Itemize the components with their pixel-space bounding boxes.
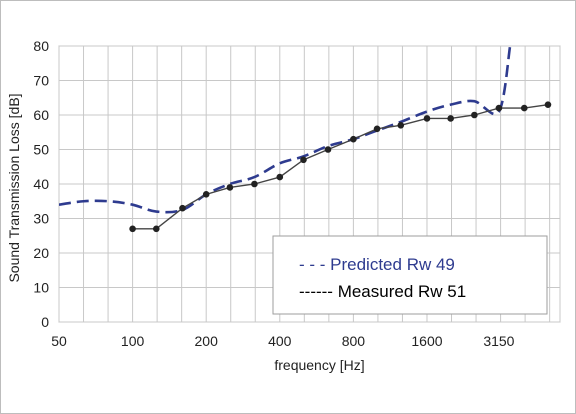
data-point-measured [129,225,136,233]
data-point-measured [471,111,478,119]
x-tick-label: 200 [195,333,219,349]
data-point-measured [350,135,357,143]
x-tick-label: 3150 [483,333,514,349]
y-tick-label: 20 [33,245,49,261]
y-tick-label: 80 [33,38,49,54]
y-tick-label: 0 [41,314,49,330]
x-tick-label: 100 [121,333,145,349]
data-point-measured [373,125,381,133]
data-point-measured [397,122,405,129]
x-tick-label: 50 [51,333,67,349]
y-tick-label: 70 [33,73,49,89]
data-point-measured [520,104,528,112]
series-lines [59,46,552,233]
y-tick-label: 10 [33,280,49,296]
x-tick-label: 800 [342,333,366,349]
x-axis-title: frequency [Hz] [274,357,364,373]
series-line-predicted [59,46,512,214]
x-tick-label: 1600 [411,333,442,349]
legend-box [272,235,548,315]
x-axis-ticks: 50 100 200 400 800 1600 3150 [51,333,514,349]
data-point-measured [544,101,552,108]
data-point-measured [324,146,332,153]
legend-item-predicted: - - - Predicted Rw 49 [299,255,455,274]
y-axis-ticks: 0 10 20 30 40 50 60 70 80 [33,38,49,330]
data-point-measured [495,104,503,112]
data-point-measured [423,115,431,122]
x-tick-label: 400 [268,333,292,349]
y-tick-label: 60 [33,107,49,123]
data-point-measured [152,225,160,233]
data-point-measured [251,180,258,188]
data-point-measured [300,156,307,164]
data-point-measured [202,191,210,198]
data-point-measured [276,173,284,181]
y-axis-title: Sound Transmission Loss [dB] [6,93,22,282]
legend-item-measured: ------ Measured Rw 51 [299,282,466,301]
series-line-measured [132,103,549,230]
y-tick-label: 40 [33,176,49,192]
data-point-measured [226,184,234,191]
y-tick-label: 30 [33,211,49,227]
data-point-measured [447,115,454,122]
y-tick-label: 50 [33,142,49,158]
legend: - - - Predicted Rw 49 ------ Measured Rw… [272,235,548,315]
data-point-measured [179,204,186,212]
